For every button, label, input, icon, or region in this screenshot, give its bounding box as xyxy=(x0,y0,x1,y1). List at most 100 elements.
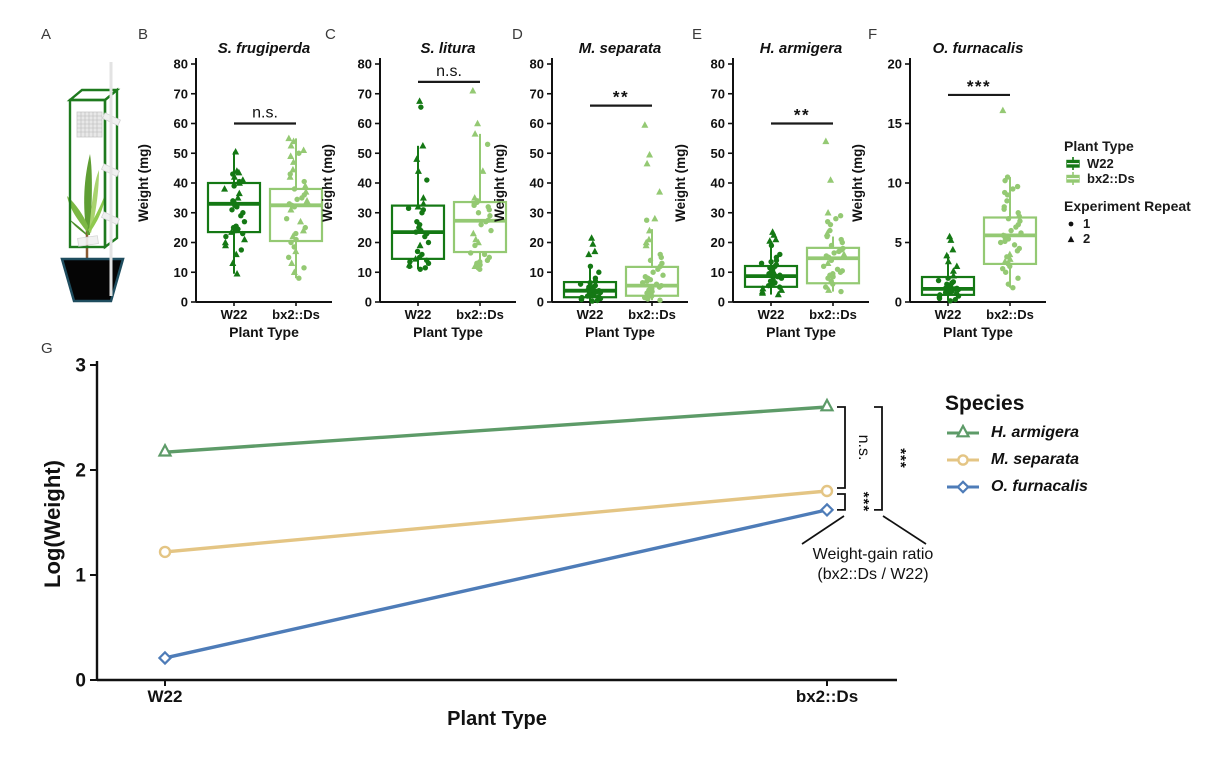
point-repeat-1 xyxy=(486,207,492,213)
point-repeat-1 xyxy=(238,247,245,253)
species-legend-item: M. separata xyxy=(945,451,1088,469)
jitter-points xyxy=(405,97,432,272)
chart-B: S. frugiperda 0 10 20 30 40 50 60 70 80 Weight (mg… xyxy=(136,40,332,340)
y-tick-label: 80 xyxy=(530,57,544,72)
point-repeat-1 xyxy=(478,221,484,228)
plant-type-legend-item: bx2::Ds xyxy=(1064,172,1219,186)
triangle-marker xyxy=(949,272,957,279)
triangle-marker xyxy=(299,226,307,234)
jitter-points xyxy=(283,134,311,281)
point-repeat-1 xyxy=(1016,213,1022,220)
point-repeat-1 xyxy=(592,278,599,284)
triangle-marker xyxy=(825,286,833,293)
y-axis-title: Log(Weight) xyxy=(40,460,65,588)
point-repeat-1 xyxy=(837,213,844,219)
point-repeat-1 xyxy=(299,195,305,201)
jitter-points xyxy=(935,232,962,304)
chart-title: O. furnacalis xyxy=(933,40,1024,57)
jitter-points xyxy=(467,86,494,272)
triangle-marker xyxy=(943,251,951,259)
point-repeat-1 xyxy=(477,266,483,272)
experiment-repeat-legend-title: Experiment Repeat xyxy=(1064,198,1191,214)
point-repeat-1 xyxy=(655,266,661,272)
point-repeat-1 xyxy=(827,227,833,234)
triangle-marker xyxy=(641,121,649,128)
jitter-points xyxy=(758,228,786,298)
species-legend-title: Species xyxy=(945,392,1025,415)
y-tick-label: 30 xyxy=(530,205,544,220)
plant-pot xyxy=(60,257,125,303)
bracket xyxy=(874,406,883,511)
point-repeat-1 xyxy=(1002,177,1008,184)
point-repeat-1 xyxy=(822,284,829,290)
x-axis-title: Plant Type xyxy=(447,708,547,730)
point-repeat-1 xyxy=(1011,242,1018,248)
y-tick-label: 50 xyxy=(174,146,188,161)
maize-seedling xyxy=(67,154,106,262)
triangle-key-icon xyxy=(947,424,979,438)
triangle-marker xyxy=(416,97,424,104)
point-repeat-1 xyxy=(947,298,953,304)
y-tick-label: 70 xyxy=(711,86,725,101)
point-repeat-1 xyxy=(768,259,774,265)
chart-C: S. litura 0 10 20 30 40 50 60 70 80 Weight (mg) W22… xyxy=(320,40,516,340)
point-repeat-1 xyxy=(639,279,646,286)
panel-label-a: A xyxy=(41,26,52,43)
significance-label: n.s. xyxy=(252,105,278,122)
triangle-marker xyxy=(591,247,599,255)
point-repeat-1 xyxy=(999,265,1006,272)
triangle-marker xyxy=(646,150,654,158)
point-repeat-1 xyxy=(935,277,942,284)
plant-type-legend-item: W22 xyxy=(1064,157,1219,171)
chart-title: H. armigera xyxy=(760,40,843,57)
chart-title: S. litura xyxy=(420,40,475,57)
point-repeat-1 xyxy=(765,282,772,289)
triangle-marker xyxy=(419,194,427,201)
y-axis-title: Weight (mg) xyxy=(492,144,507,222)
triangle-marker xyxy=(822,137,830,145)
point-repeat-1 xyxy=(955,286,962,293)
y-tick-label: 30 xyxy=(358,205,372,220)
point-repeat-1 xyxy=(1018,230,1024,236)
triangle-marker xyxy=(292,247,300,255)
point-repeat-1 xyxy=(483,218,489,225)
triangle-marker xyxy=(474,119,482,127)
triangle-marker xyxy=(1006,255,1014,262)
point-repeat-1 xyxy=(649,293,655,299)
triangle-marker xyxy=(999,106,1007,114)
point-repeat-1 xyxy=(293,236,299,243)
point-repeat-1 xyxy=(831,250,837,256)
triangle-marker xyxy=(303,197,311,204)
significance-label: n.s. xyxy=(436,63,462,80)
x-axis-title: Plant Type xyxy=(943,324,1013,340)
jitter-points xyxy=(639,121,666,303)
y-tick-label: 60 xyxy=(174,116,188,131)
triangle-marker xyxy=(824,259,832,267)
annotation-line xyxy=(882,515,927,545)
x-axis-title: Plant Type xyxy=(585,324,655,340)
point-repeat-1 xyxy=(472,242,478,249)
bracket-label: *** xyxy=(855,492,872,513)
point-repeat-1 xyxy=(942,289,949,296)
point-repeat-1 xyxy=(587,263,594,269)
point-repeat-1 xyxy=(424,177,430,183)
x-tick-label: W22 xyxy=(577,307,604,322)
point-repeat-1 xyxy=(1004,254,1010,260)
x-tick-label: bx2::Ds xyxy=(986,307,1034,322)
experiment-repeat-legend-item: 2 xyxy=(1064,232,1219,246)
y-tick-label: 50 xyxy=(530,146,544,161)
series-line-triangle xyxy=(164,405,828,454)
triangle-marker xyxy=(759,289,767,296)
y-axis-title: Weight (mg) xyxy=(673,144,688,222)
point-repeat-1 xyxy=(588,292,595,299)
triangle-marker xyxy=(301,182,309,189)
panel-label-f: F xyxy=(868,26,878,43)
diamond-marker xyxy=(819,502,835,518)
point-repeat-1 xyxy=(285,254,292,261)
y-tick-label: 3 xyxy=(75,356,86,377)
panel-b-boxplot: S. frugiperda 0 10 20 30 40 50 60 70 80 Weight (mg… xyxy=(134,22,334,357)
point-repeat-1 xyxy=(425,260,432,267)
diamond-marker xyxy=(157,650,173,666)
annotation-line xyxy=(801,515,845,545)
point-repeat-1 xyxy=(830,274,836,280)
